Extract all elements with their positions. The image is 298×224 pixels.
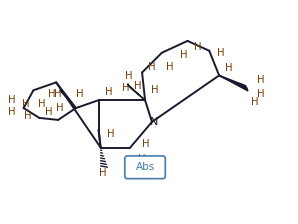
- Text: H: H: [24, 111, 31, 121]
- Text: H: H: [148, 62, 156, 72]
- Text: Abs: Abs: [135, 162, 155, 172]
- Text: H: H: [125, 71, 132, 82]
- Text: H: H: [38, 99, 45, 109]
- Text: H: H: [166, 62, 173, 72]
- Text: H: H: [99, 168, 106, 178]
- Text: H: H: [251, 97, 258, 107]
- Polygon shape: [60, 90, 76, 108]
- Text: H: H: [134, 81, 142, 91]
- Text: H: H: [142, 139, 150, 149]
- Text: H: H: [8, 95, 15, 105]
- Text: H: H: [151, 85, 159, 95]
- Text: H: H: [49, 89, 56, 99]
- FancyBboxPatch shape: [125, 156, 165, 179]
- Text: H: H: [194, 42, 201, 52]
- Text: H: H: [105, 87, 112, 97]
- Text: H: H: [225, 62, 233, 73]
- Text: H: H: [217, 48, 225, 58]
- Text: N: N: [150, 117, 158, 127]
- Text: H: H: [55, 89, 62, 99]
- Polygon shape: [127, 84, 145, 100]
- Text: H: H: [257, 89, 264, 99]
- Text: H: H: [56, 103, 64, 113]
- Text: H: H: [122, 83, 129, 93]
- Text: H: H: [107, 129, 114, 139]
- Text: H: H: [76, 89, 84, 99]
- Text: H: H: [8, 107, 15, 117]
- Text: H: H: [44, 107, 52, 117]
- Text: H: H: [138, 154, 146, 164]
- Text: H: H: [180, 50, 187, 60]
- Text: H: H: [22, 99, 29, 109]
- Polygon shape: [219, 75, 248, 91]
- Text: H: H: [257, 75, 264, 85]
